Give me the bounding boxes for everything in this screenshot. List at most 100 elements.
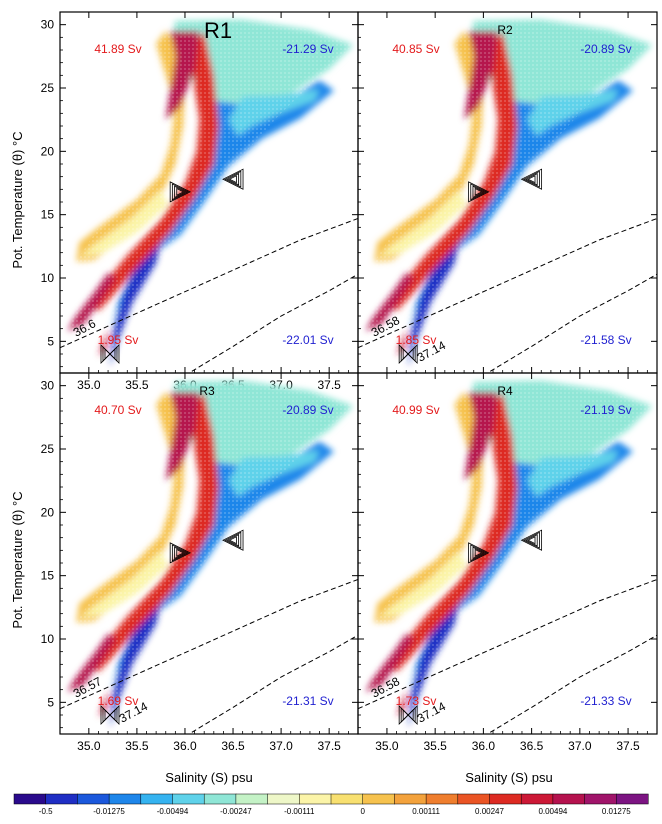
panel-r2: 40.85 Sv -20.89 Sv1.85 Sv -21.58 SvR236.58… (357, 11, 658, 374)
panel-frame (357, 372, 658, 735)
colorbar-label: -0.01275 (93, 807, 125, 816)
colorbar-swatch (489, 793, 522, 805)
isopycnal-lower (188, 273, 358, 373)
speckle-texture (69, 19, 354, 367)
marker-triangle-right (468, 181, 490, 203)
transport-upper-negative: -21.19 Sv (580, 403, 631, 417)
colorbar-label: 0.00111 (412, 807, 440, 816)
colorbar-swatch (457, 793, 491, 805)
x-tick-label: 35.0 (77, 739, 101, 753)
transport-upper-positive: 40.99 Sv (392, 403, 439, 417)
y-tick-label: 15 (41, 208, 55, 222)
x-tick-label: 35.0 (77, 378, 101, 392)
colorbar-swatch (13, 793, 47, 805)
isopycnal-lower (486, 273, 657, 373)
marker-triangle-right (468, 542, 490, 564)
ts-scatter-field (358, 380, 657, 734)
y-tick-label: 10 (41, 271, 55, 285)
speckle-texture (69, 380, 354, 728)
isopycnal-upper (358, 218, 657, 349)
colorbar-swatch (140, 793, 174, 805)
transport-lower-positive: 1.69 Sv (98, 694, 139, 708)
transport-lower-positive: 1.85 Sv (396, 333, 437, 347)
panel-r3: 40.70 Sv -20.89 Sv1.69 Sv -21.31 SvR336.57… (41, 372, 359, 753)
colorbar-swatch (172, 793, 205, 805)
speckle-texture (367, 19, 653, 367)
isopycnal-upper (60, 218, 358, 349)
x-tick-label: 36.0 (472, 739, 496, 753)
colorbar-label: -0.00111 (284, 807, 315, 816)
colorbar-label: -0.00247 (220, 807, 252, 816)
isopycnal-upper (60, 579, 358, 710)
y-tick-label: 25 (41, 81, 55, 95)
x-tick-label: 37.5 (616, 739, 640, 753)
panel-title: R1 (204, 18, 232, 43)
y-tick-label: 30 (41, 18, 55, 32)
x-tick-label: 36.5 (520, 739, 544, 753)
colorbar-swatch (235, 793, 269, 805)
marker-bowtie (398, 344, 418, 364)
marker-triangle-left (520, 529, 543, 551)
y-tick-label: 10 (41, 632, 55, 646)
panel-title: R2 (497, 23, 513, 37)
x-axis-label-right: Salinity (S) psu (465, 770, 552, 785)
x-tick-label: 37.0 (568, 739, 592, 753)
colorbar-label: 0.00247 (475, 807, 504, 816)
x-axis-label-left: Salinity (S) psu (165, 770, 252, 785)
colorbar-swatch (45, 793, 78, 805)
y-tick-label: 20 (41, 144, 55, 158)
colorbar-swatch (425, 793, 459, 805)
colorbar-swatch (77, 793, 110, 805)
transport-upper-negative: -20.89 Sv (580, 42, 631, 56)
panels-group: 41.89 Sv -21.29 Sv1.95 Sv -22.01 SvR136.63… (41, 11, 658, 753)
isopycnal-lower (188, 634, 358, 734)
y-tick-label: 25 (41, 442, 55, 456)
x-tick-label: 35.5 (423, 739, 447, 753)
colorbar-swatch (394, 793, 427, 805)
panel-title: R4 (497, 384, 513, 398)
isopycnal-lower (486, 634, 657, 734)
transport-upper-positive: 40.85 Sv (392, 42, 439, 56)
colorbar-label: 0.00494 (538, 807, 567, 816)
x-tick-label: 35.5 (125, 378, 149, 392)
marker-bowtie (100, 705, 120, 725)
colorbar-swatch (520, 793, 554, 805)
transport-lower-positive: 1.73 Sv (396, 694, 437, 708)
ts-scatter-field (60, 380, 358, 734)
colorbar-swatch (203, 793, 237, 805)
y-tick-label: 5 (47, 695, 54, 709)
transport-upper-positive: 41.89 Sv (94, 42, 141, 56)
transport-lower-positive: 1.95 Sv (98, 333, 139, 347)
speckle-texture (367, 380, 653, 728)
colorbar-label: -0.5 (39, 807, 53, 816)
marker-triangle-left (222, 168, 244, 190)
colorbar-label: -0.00494 (157, 807, 189, 816)
marker-triangle-left (222, 529, 244, 551)
marker-triangle-right (169, 181, 192, 203)
isopycnal-upper (358, 579, 657, 710)
x-tick-label: 37.5 (317, 378, 341, 392)
marker-triangle-left (520, 168, 543, 190)
x-tick-label: 37.5 (317, 739, 341, 753)
x-tick-label: 35.5 (125, 739, 149, 753)
transport-upper-negative: -20.89 Sv (282, 403, 333, 417)
colorbar-swatch (584, 793, 617, 805)
transport-lower-negative: -21.33 Sv (580, 694, 631, 708)
y-tick-label: 15 (41, 569, 55, 583)
marker-triangle-right (169, 542, 192, 564)
x-tick-label: 37.0 (269, 739, 293, 753)
colorbar: -0.5 -0.01275 -0.00494 -0.00247 -0.00111 0 0.0… (13, 793, 649, 816)
y-tick-label: 5 (47, 334, 54, 348)
colorbar-swatch (108, 793, 142, 805)
transport-upper-positive: 40.70 Sv (94, 403, 141, 417)
ts-scatter-field (358, 19, 657, 373)
colorbar-swatch (330, 793, 364, 805)
transport-lower-negative: -21.31 Sv (282, 694, 333, 708)
colorbar-swatch (552, 793, 586, 805)
colorbar-swatch (299, 793, 332, 805)
transport-lower-negative: -22.01 Sv (282, 333, 333, 347)
y-tick-label: 30 (41, 379, 55, 393)
ts-scatter-field (60, 19, 358, 373)
y-axis-label-lower: Pot. Temperature (θ) °C (10, 491, 25, 628)
